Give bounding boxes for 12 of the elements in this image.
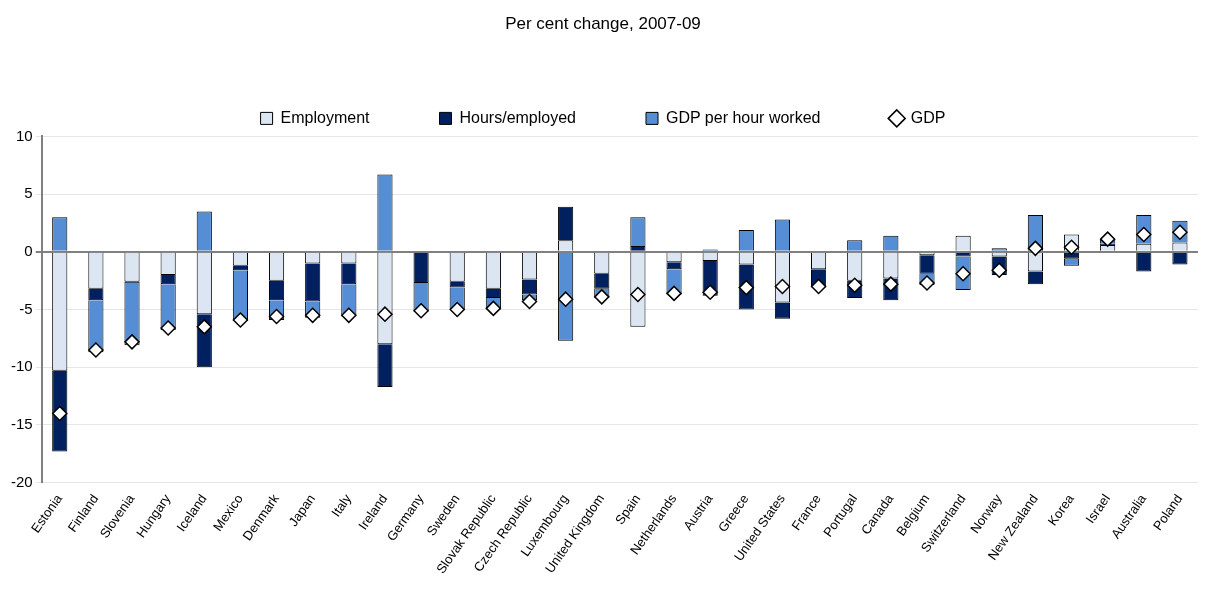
y-tick-label: 0 <box>24 241 33 259</box>
chart-title: Per cent change, 2007-09 <box>505 13 701 33</box>
legend-label: Employment <box>280 108 371 126</box>
legend-label: GDP <box>910 108 946 126</box>
y-tick-label: -10 <box>10 357 33 375</box>
y-tick-label: -20 <box>10 472 33 490</box>
y-tick-label: -15 <box>10 415 33 433</box>
y-tick-label: 5 <box>24 184 33 202</box>
y-tick-label: -5 <box>19 299 33 317</box>
y-tick-label: 10 <box>15 126 33 144</box>
legend-label: Hours/employed <box>459 108 577 126</box>
legend-label: GDP per hour worked <box>666 108 821 126</box>
